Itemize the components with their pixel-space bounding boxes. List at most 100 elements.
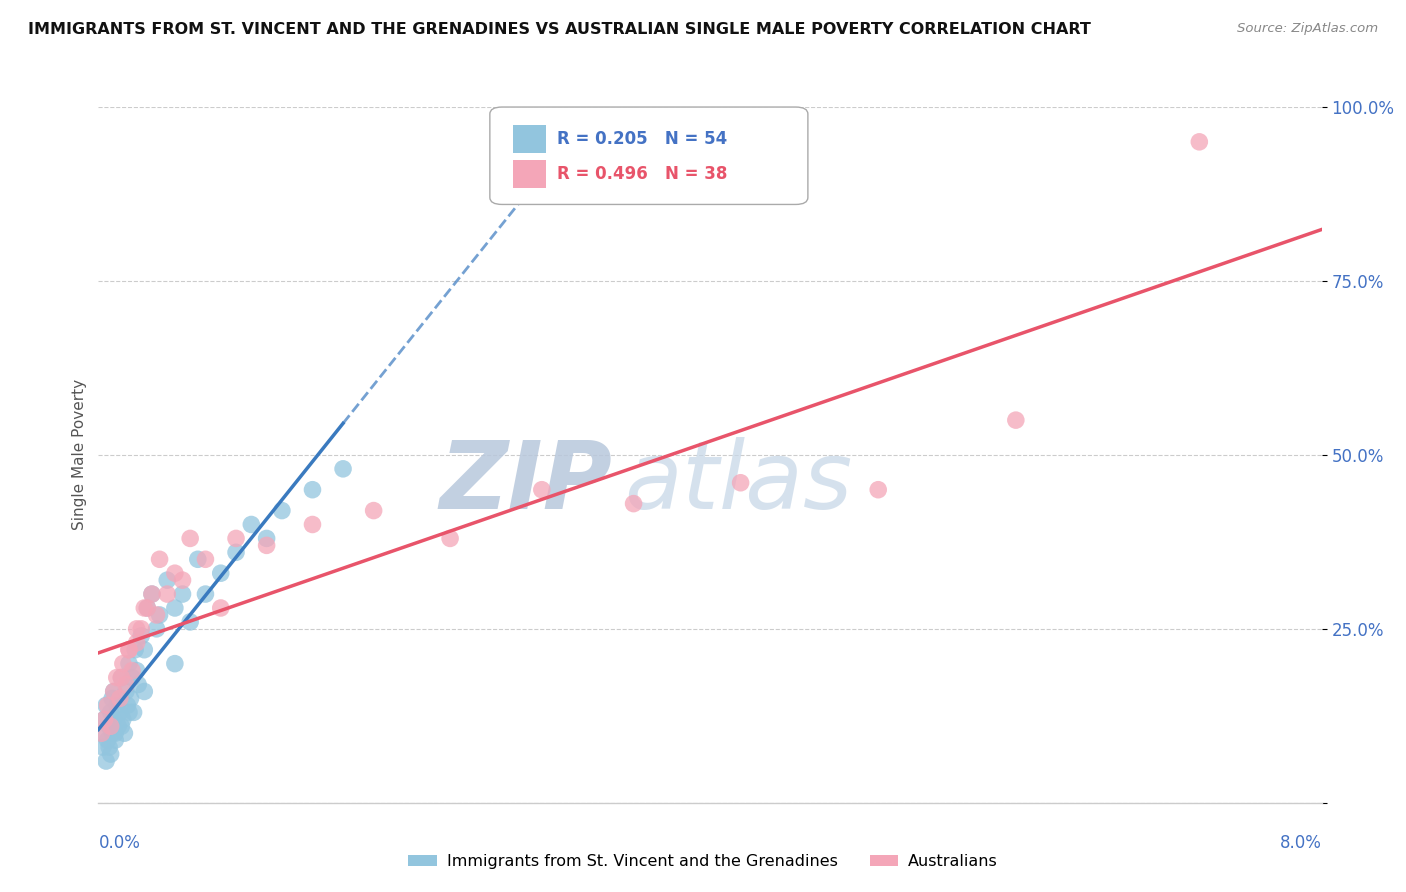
Point xyxy=(156,587,179,601)
FancyBboxPatch shape xyxy=(513,160,546,187)
Point xyxy=(163,601,186,615)
Point xyxy=(125,664,148,678)
Point xyxy=(94,754,117,768)
Point xyxy=(118,642,141,657)
Point xyxy=(110,671,132,685)
Point xyxy=(93,712,115,726)
Point xyxy=(108,706,131,720)
Point xyxy=(124,642,146,657)
Point xyxy=(110,671,132,685)
Point xyxy=(111,712,134,726)
Point xyxy=(121,671,143,685)
Point xyxy=(163,566,186,581)
Point xyxy=(172,573,194,587)
Point xyxy=(134,601,156,615)
Point xyxy=(125,636,148,650)
Point xyxy=(103,684,125,698)
Point xyxy=(145,607,167,622)
Point xyxy=(149,552,172,566)
Point xyxy=(129,622,152,636)
Point xyxy=(179,615,201,629)
Point xyxy=(136,601,159,615)
FancyBboxPatch shape xyxy=(489,107,808,204)
Point xyxy=(97,733,120,747)
Text: IMMIGRANTS FROM ST. VINCENT AND THE GRENADINES VS AUSTRALIAN SINGLE MALE POVERTY: IMMIGRANTS FROM ST. VINCENT AND THE GREN… xyxy=(28,22,1091,37)
Point xyxy=(105,671,128,685)
Text: 0.0%: 0.0% xyxy=(98,834,141,852)
Point xyxy=(209,566,232,581)
Point xyxy=(100,706,122,720)
Point xyxy=(94,698,117,713)
Point xyxy=(1188,135,1211,149)
Point xyxy=(127,677,149,691)
Point xyxy=(105,698,128,713)
Point xyxy=(121,664,143,678)
Point xyxy=(163,657,186,671)
Point xyxy=(209,601,232,615)
Point xyxy=(141,587,163,601)
Point xyxy=(118,642,141,657)
Point xyxy=(240,517,263,532)
Point xyxy=(363,503,385,517)
Point xyxy=(104,726,127,740)
Point xyxy=(125,622,148,636)
Point xyxy=(623,497,645,511)
Legend: Immigrants from St. Vincent and the Grenadines, Australians: Immigrants from St. Vincent and the Gren… xyxy=(402,847,1004,875)
Point xyxy=(141,587,163,601)
Point xyxy=(225,532,247,546)
Point xyxy=(111,657,134,671)
Point xyxy=(172,587,194,601)
Point xyxy=(98,740,121,755)
Point xyxy=(120,691,142,706)
Point xyxy=(110,719,132,733)
Point xyxy=(98,719,121,733)
Point xyxy=(129,629,152,643)
Point xyxy=(101,691,124,706)
Point xyxy=(100,747,122,761)
Point xyxy=(149,607,172,622)
Point xyxy=(225,545,247,559)
Point xyxy=(112,726,135,740)
Point xyxy=(122,706,145,720)
Point xyxy=(136,601,159,615)
Point xyxy=(1004,413,1026,427)
Point xyxy=(301,517,323,532)
Point xyxy=(100,719,122,733)
Point xyxy=(108,691,131,706)
Point xyxy=(439,532,461,546)
Text: ZIP: ZIP xyxy=(439,437,612,529)
Point xyxy=(91,740,114,755)
Point xyxy=(134,684,156,698)
Point xyxy=(90,726,112,740)
Point xyxy=(117,698,139,713)
Point xyxy=(103,684,125,698)
Text: 8.0%: 8.0% xyxy=(1279,834,1322,852)
Point xyxy=(97,698,120,713)
Point xyxy=(179,532,201,546)
Point xyxy=(332,462,354,476)
Point xyxy=(103,712,125,726)
Point xyxy=(115,677,138,691)
Text: Source: ZipAtlas.com: Source: ZipAtlas.com xyxy=(1237,22,1378,36)
Point xyxy=(194,587,217,601)
Point xyxy=(115,684,138,698)
Text: atlas: atlas xyxy=(624,437,852,528)
Point xyxy=(156,573,179,587)
Point xyxy=(118,657,141,671)
Point xyxy=(256,538,278,552)
Point xyxy=(256,532,278,546)
Y-axis label: Single Male Poverty: Single Male Poverty xyxy=(72,379,87,531)
Point xyxy=(104,733,127,747)
Point xyxy=(270,503,294,517)
Point xyxy=(107,719,129,733)
Point xyxy=(118,706,141,720)
Point xyxy=(90,726,112,740)
Text: R = 0.496   N = 38: R = 0.496 N = 38 xyxy=(557,165,727,183)
Point xyxy=(730,475,752,490)
Point xyxy=(101,726,124,740)
Point xyxy=(194,552,217,566)
Point xyxy=(530,483,553,497)
Point xyxy=(145,622,167,636)
Point xyxy=(93,712,115,726)
FancyBboxPatch shape xyxy=(513,125,546,153)
